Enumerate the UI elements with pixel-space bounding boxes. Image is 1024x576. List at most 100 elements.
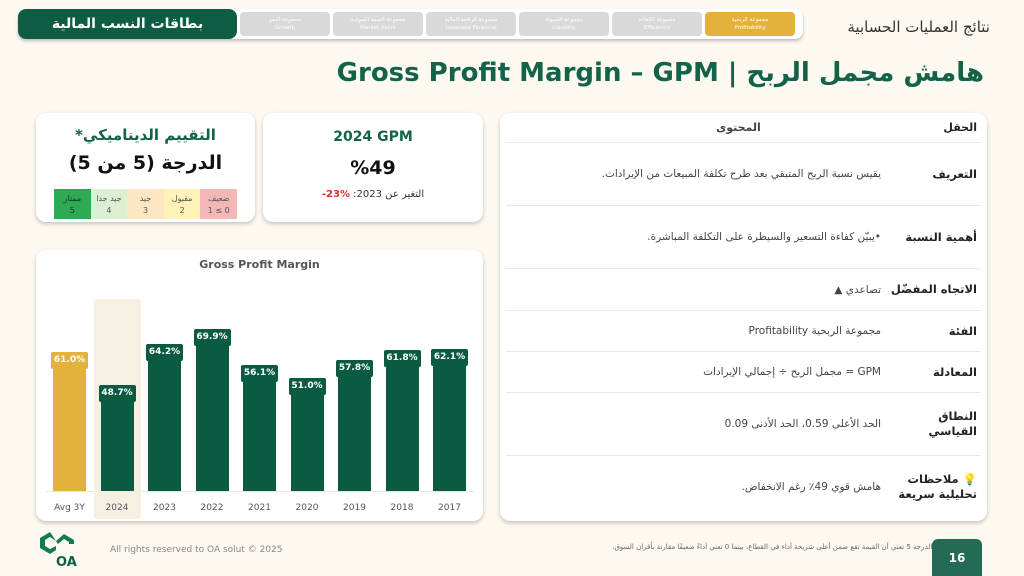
row-content: الحد الأعلى 0.59، الحد الأدنى 0.09 xyxy=(724,418,881,430)
scale-good: جيد 3 xyxy=(127,189,164,219)
bar: 61.8% xyxy=(383,349,421,491)
x-axis-label: 2020 xyxy=(295,503,319,513)
tab-efficiency[interactable]: مجموعة الكفاءة Efficiency xyxy=(612,12,702,36)
group-tabs: مجموعة النمو Growth مجموعة القيمة السوقية… xyxy=(240,12,795,36)
chart-column[interactable]: 48.7% 2024 xyxy=(93,290,141,519)
tab-label-ar: مجموعة السيولة xyxy=(545,17,583,23)
ratio-info-table: الحقل المحتوى التعريف يقيس نسبة الربح الم… xyxy=(500,113,987,521)
table-row: أهمية النسبة •يبيّن كفاءة التسعير والسيطر… xyxy=(506,206,981,269)
tab-leverage[interactable]: مجموعة الرافعة المالية Leverage Financial xyxy=(426,12,516,36)
scale-excellent: ممتاز 5 xyxy=(54,189,91,219)
bar-value-label: 61.0% xyxy=(51,352,88,370)
kpi-value: %49 xyxy=(350,157,396,179)
scale-label: ممتاز xyxy=(63,193,82,203)
chart-column[interactable]: 61.8% 2018 xyxy=(379,290,426,513)
scale-weak: ضعيف 0 ≥ 1 xyxy=(200,189,237,219)
row-content: مجموعة الربحية Profitability xyxy=(748,325,881,337)
change-label: التغير عن 2023: xyxy=(353,189,425,200)
tab-label-ar: مجموعة الربحية xyxy=(731,17,769,23)
rating-score: الدرجة (5 من 5) xyxy=(68,152,223,174)
section-label: نتائج العمليات الحسابية xyxy=(847,18,990,36)
tab-liquidity[interactable]: مجموعة السيولة Liquidity xyxy=(519,12,609,36)
row-field: أهمية النسبة xyxy=(905,229,977,244)
row-field: الاتجاه المفضّل xyxy=(890,282,977,296)
row-field: التعريف xyxy=(932,166,977,181)
chart-title: Gross Profit Margin xyxy=(199,258,320,271)
kpi-title: 2024 GPM xyxy=(333,129,413,145)
table-row: الفئة مجموعة الربحية Profitability xyxy=(506,311,981,352)
rating-scale: ضعيف 0 ≥ 1 مقبول 2 جيد 3 جيد جدا 4 ممتاز 5 xyxy=(54,189,237,219)
scale-value: 4 xyxy=(106,205,112,215)
bar: 51.0% xyxy=(288,378,326,491)
scale-value: 2 xyxy=(179,205,185,215)
row-content: GPM = مجمل الربح ÷ إجمالي الإيرادات xyxy=(703,366,881,378)
gpm-kpi-card: 2024 GPM %49 التغير عن 2023: -23% xyxy=(263,113,483,222)
chart-column[interactable]: 57.8% 2019 xyxy=(331,290,378,513)
row-field: الفئة xyxy=(948,323,977,338)
chart-column[interactable]: 51.0% 2020 xyxy=(284,290,331,513)
scale-label: جيد جدا xyxy=(96,193,122,203)
table-header: الحقل المحتوى xyxy=(506,113,981,143)
tab-label-ar: مجموعة القيمة السوقية xyxy=(350,17,406,23)
x-axis-label: 2017 xyxy=(438,503,461,513)
chart-plot-area: 61.0% Avg 3Y 48.7% 2024 64.2% 2023 69.9% 2022 56… xyxy=(46,290,474,519)
row-field: المعادلة xyxy=(933,364,977,379)
chart-column[interactable]: 69.9% 2022 xyxy=(189,290,236,513)
chart-column[interactable]: 64.2% 2023 xyxy=(141,290,188,513)
tab-market-value[interactable]: مجموعة القيمة السوقية Market Value xyxy=(333,12,423,36)
rating-title: التقييم الديناميكي* xyxy=(75,126,216,144)
bar: 69.9% xyxy=(193,328,231,491)
tab-profitability[interactable]: مجموعة الربحية Profitability xyxy=(705,12,795,36)
scale-value: 3 xyxy=(142,205,149,215)
scale-value: 5 xyxy=(69,205,75,215)
x-axis-label: Avg 3Y xyxy=(54,503,85,513)
bar: 62.1% xyxy=(431,349,468,491)
bar: 64.2% xyxy=(146,343,183,491)
bar-value-label: 62.1% xyxy=(431,349,468,367)
tab-label-en: Leverage Financial xyxy=(445,25,497,31)
row-content: هامش قوي 49٪ رغم الانخفاض. xyxy=(741,481,881,493)
tab-label-en: Efficiency xyxy=(643,25,671,31)
bar-value-label: 56.1% xyxy=(241,364,278,382)
bar: 57.8% xyxy=(336,360,373,491)
page-title: هامش مجمل الربح | Gross Profit Margin – … xyxy=(336,58,984,88)
page-number: 16 xyxy=(932,539,982,576)
chart-column[interactable]: 61.0% Avg 3Y xyxy=(46,290,93,513)
bar-value-label: 69.9% xyxy=(193,328,231,346)
brand-title[interactable]: بطاقات النسب المالية xyxy=(18,9,237,39)
x-axis-label: 2019 xyxy=(343,503,366,513)
row-field: 💡 ملاحظات تحليلية سريعة xyxy=(898,472,977,501)
row-content: •يبيّن كفاءة التسعير والسيطرة على التكلف… xyxy=(647,231,881,243)
kpi-change: التغير عن 2023: -23% xyxy=(263,189,483,200)
footnote-text: * الدرجة 5 تعني أن القيمة تقع ضمن أعلى ش… xyxy=(612,543,938,551)
scale-value: 0 ≥ 1 xyxy=(207,205,230,215)
table-row: الاتجاه المفضّل تصاعدي ▲ xyxy=(506,269,981,311)
tab-label-en: Market Value xyxy=(360,25,396,31)
scale-label: جيد xyxy=(139,193,152,203)
scale-label: ضعيف xyxy=(208,193,230,203)
scale-very-good: جيد جدا 4 xyxy=(90,189,128,219)
tab-label-ar: مجموعة الكفاءة xyxy=(638,17,676,23)
tab-label-en: Liquidity xyxy=(552,25,576,31)
table-row: 💡 ملاحظات تحليلية سريعة هامش قوي 49٪ رغم … xyxy=(506,456,981,518)
bar-value-label: 48.7% xyxy=(98,384,136,402)
tab-label-en: Profitability xyxy=(734,25,766,31)
bar: 48.7% xyxy=(98,384,136,491)
bar-value-label: 61.8% xyxy=(383,349,421,367)
x-axis-label: 2021 xyxy=(248,503,271,513)
x-axis-label: 2022 xyxy=(200,503,224,513)
scale-acceptable: مقبول 2 xyxy=(163,189,201,219)
chart-column[interactable]: 56.1% 2021 xyxy=(236,290,283,513)
tab-label-ar: مجموعة النمو xyxy=(269,17,301,23)
header-content: المحتوى xyxy=(716,121,761,134)
table-row: المعادلة GPM = مجمل الربح ÷ إجمالي الإيرا… xyxy=(506,352,981,393)
svg-text:OA: OA xyxy=(56,555,77,568)
bar-value-label: 64.2% xyxy=(146,343,183,361)
chart-column[interactable]: 62.1% 2017 xyxy=(426,290,473,513)
x-axis-label: 2024 xyxy=(105,503,129,513)
bar: 56.1% xyxy=(241,364,278,491)
tab-label-en: Growth xyxy=(275,25,295,31)
tab-growth[interactable]: مجموعة النمو Growth xyxy=(240,12,330,36)
copyright-text: All rights reserved to OA solut © 2025 xyxy=(110,545,283,555)
table-row: النطاق القياسي الحد الأعلى 0.59، الحد الأ… xyxy=(506,393,981,456)
